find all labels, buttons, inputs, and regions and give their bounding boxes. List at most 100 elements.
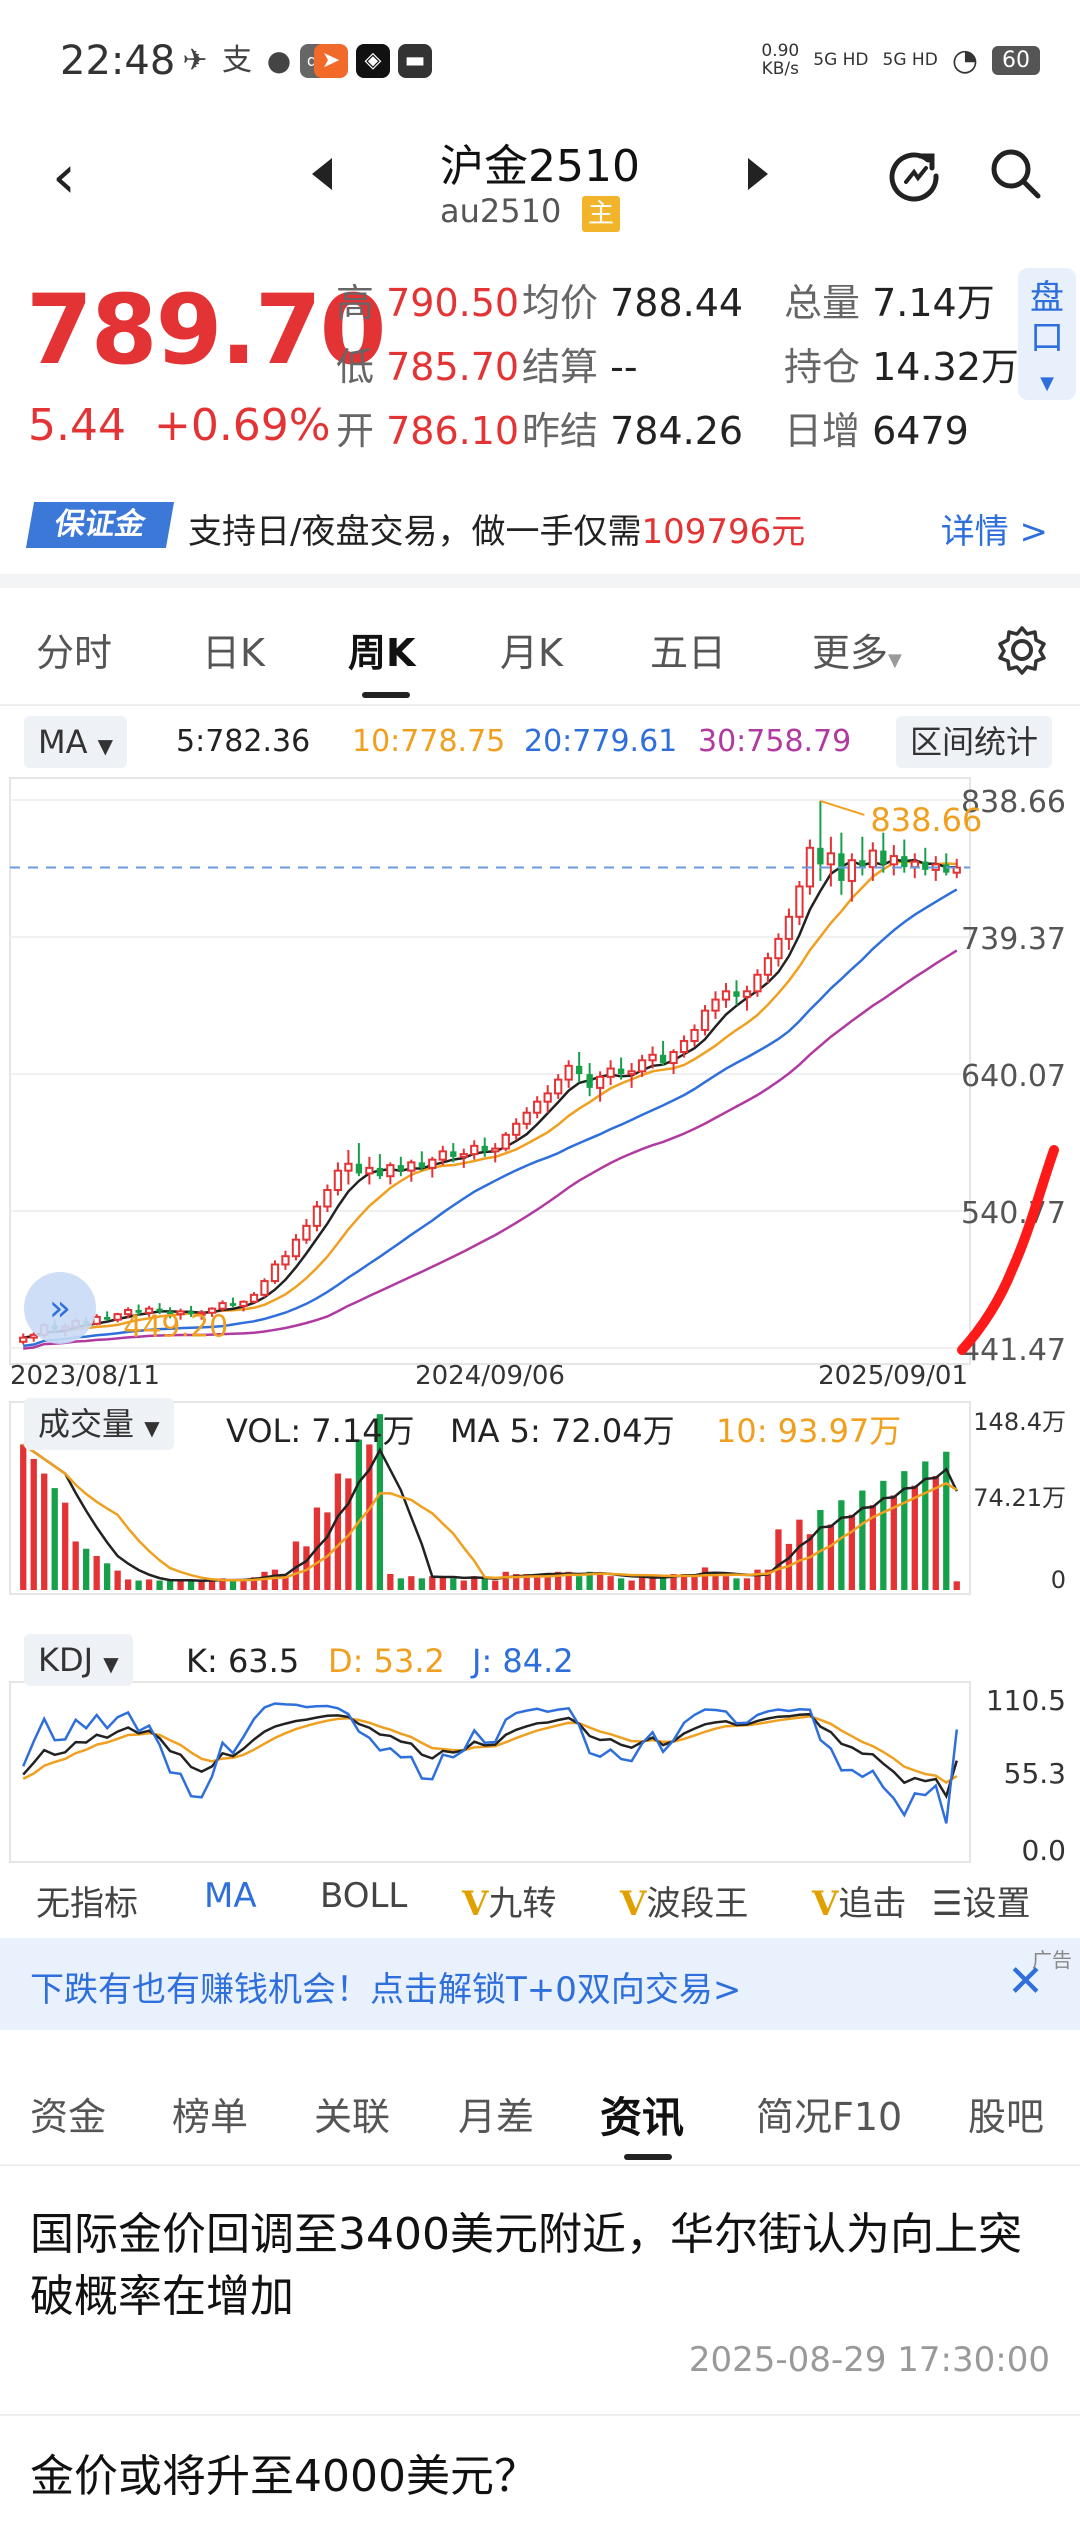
- tab-forum[interactable]: 股吧: [968, 2095, 1045, 2139]
- candle-body: [742, 990, 752, 998]
- ad-banner[interactable]: 下跌有也有赚钱机会！点击解锁T+0双向交易> 广告 ✕: [0, 1938, 1080, 2030]
- volume-bar: [240, 1579, 247, 1590]
- pankou-button[interactable]: 盘口 ▼: [1018, 268, 1076, 400]
- candle-body: [711, 998, 720, 1012]
- kdj-k-polyline: [22, 1712, 958, 1800]
- candle-body: [512, 1122, 521, 1136]
- tab-monthly-k[interactable]: 月K: [500, 631, 563, 675]
- candle-body: [344, 1162, 353, 1172]
- volume-bar: [303, 1546, 310, 1590]
- volume-bar: [596, 1573, 604, 1590]
- tab-five-day[interactable]: 五日: [650, 631, 727, 675]
- tab-related[interactable]: 关联: [314, 2095, 391, 2139]
- volume-ma5-value: MA 5: 72.04万: [450, 1412, 675, 1450]
- candle-body: [859, 860, 866, 868]
- volume-bar: [408, 1576, 415, 1590]
- tab-weekly-k[interactable]: 周K: [348, 631, 416, 675]
- candle-body: [554, 1078, 563, 1095]
- candle-body: [543, 1092, 552, 1103]
- kline-chart[interactable]: 838.66 739.37 640.07 540.77 441.47 2023/08/1…: [0, 770, 1080, 1866]
- volume-bar: [544, 1576, 551, 1590]
- margin-banner[interactable]: 保证金 支持日/夜盘交易，做一手仅需109796元 详情 >: [0, 492, 1080, 572]
- expand-button[interactable]: [24, 1272, 96, 1344]
- candle-body: [817, 847, 824, 865]
- candle-body: [376, 1167, 384, 1177]
- search-icon[interactable]: [988, 146, 1044, 202]
- period-tabs: 分时 日K 周K 月K 五日 更多▼: [0, 600, 1080, 700]
- volume-bar: [565, 1571, 572, 1590]
- main-y-ticks: 838.66 739.37 640.07 540.77 441.47: [961, 785, 1066, 1368]
- volume-y-tick-label: 74.21万: [973, 1484, 1066, 1512]
- volume-bar: [72, 1541, 79, 1590]
- candle-body: [721, 990, 731, 1001]
- volume-bar: [429, 1576, 436, 1590]
- tab-month-spread[interactable]: 月差: [458, 2095, 535, 2139]
- open-interest: 持仓 14.32万: [784, 345, 1019, 389]
- candle-body: [481, 1145, 488, 1152]
- ind-nine-turn[interactable]: V九转: [462, 1884, 557, 1924]
- volume-bar: [513, 1573, 520, 1590]
- margin-details-link[interactable]: 详情 >: [940, 512, 1048, 552]
- ind-ma[interactable]: MA: [204, 1876, 257, 1916]
- volume-bar: [492, 1580, 499, 1590]
- volume-ma10-line: [22, 1443, 958, 1582]
- refresh-icon[interactable]: [884, 144, 944, 204]
- volume-bar: [848, 1514, 856, 1590]
- ind-boll[interactable]: BOLL: [320, 1876, 408, 1916]
- candle-body: [690, 1028, 699, 1042]
- candle-body: [218, 1302, 227, 1310]
- tab-rankings[interactable]: 榜单: [172, 2095, 249, 2139]
- volume-selector[interactable]: 成交量 ▼: [24, 1398, 174, 1450]
- x-tick-label: 2023/08/11: [10, 1361, 160, 1391]
- volume-bar: [439, 1576, 446, 1590]
- range-stats-button[interactable]: 区间统计: [896, 716, 1053, 768]
- ma-selector[interactable]: MA ▼: [24, 716, 128, 768]
- back-icon[interactable]: ‹: [52, 142, 76, 212]
- kdj-selector[interactable]: KDJ ▼: [24, 1634, 133, 1686]
- kdj-j-polyline: [22, 1702, 959, 1824]
- location-icon: ●: [266, 44, 292, 77]
- volume-bar: [722, 1576, 730, 1590]
- volume-bar: [764, 1569, 772, 1590]
- ind-wave-king[interactable]: V波段王: [620, 1884, 749, 1924]
- candle-body: [19, 1336, 28, 1343]
- ind-none[interactable]: 无指标: [36, 1884, 138, 1924]
- news-title[interactable]: 国际金价回调至3400美元附近，华尔街认为向上突破概率在增加: [30, 2209, 1022, 2322]
- candle-body: [576, 1065, 583, 1075]
- ad-text[interactable]: 下跌有也有赚钱机会！点击解锁T+0双向交易>: [30, 1970, 742, 2010]
- volume-bar: [366, 1444, 373, 1590]
- main-chart-frame: [9, 777, 971, 1365]
- volume-bar: [114, 1570, 121, 1590]
- alipay-icon: 支: [222, 43, 252, 78]
- next-contract-icon[interactable]: [748, 158, 768, 190]
- tab-intraday[interactable]: 分时: [36, 631, 113, 675]
- close-icon[interactable]: ✕: [1007, 1956, 1044, 2007]
- tab-f10[interactable]: 简况F10: [756, 2095, 903, 2139]
- tab-funds[interactable]: 资金: [30, 2095, 107, 2139]
- prev-contract-icon[interactable]: [312, 158, 332, 190]
- volume-bar: [576, 1576, 583, 1590]
- tab-more[interactable]: 更多▼: [812, 631, 902, 675]
- chevron-down-icon: ▼: [888, 650, 902, 671]
- ind-settings[interactable]: ☰设置: [932, 1884, 1031, 1924]
- volume-bar: [271, 1569, 279, 1590]
- volume-y-tick-label: 148.4万: [973, 1408, 1066, 1436]
- ma10-line: [23, 859, 957, 1339]
- volume-bar: [806, 1534, 814, 1590]
- candle-body: [397, 1165, 404, 1171]
- candle-body: [239, 1300, 248, 1307]
- gear-icon[interactable]: [996, 624, 1048, 676]
- news-title[interactable]: 金价或将升至4000美元？: [30, 2451, 538, 2502]
- candle-body: [365, 1166, 374, 1175]
- volume-bar: [733, 1578, 740, 1590]
- volume-bar: [250, 1577, 258, 1590]
- tab-news[interactable]: 资讯: [600, 2093, 685, 2142]
- volume-bar: [775, 1529, 782, 1590]
- volume-bar: [104, 1563, 111, 1590]
- ind-pursuit[interactable]: V追击: [812, 1884, 907, 1924]
- volume-bar: [124, 1579, 132, 1590]
- candle-body: [104, 1316, 111, 1320]
- candle-body: [470, 1144, 479, 1156]
- tab-daily-k[interactable]: 日K: [202, 631, 265, 675]
